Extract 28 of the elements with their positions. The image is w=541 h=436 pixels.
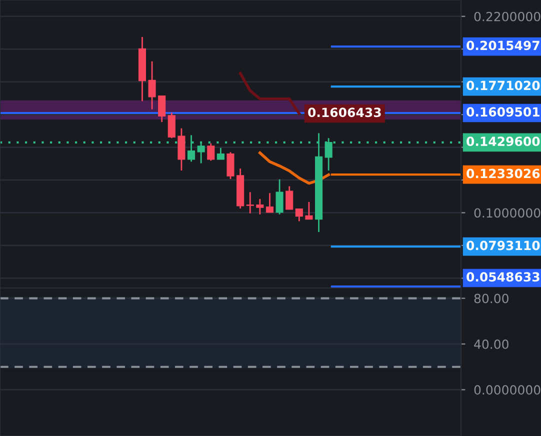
y-tick-label: 0.1000000 — [474, 208, 540, 218]
ref-line-label: 0.2015497 — [466, 40, 540, 50]
candlestick — [286, 186, 294, 210]
y-tick-label: 0.2200000 — [474, 12, 540, 22]
candlestick — [148, 60, 156, 110]
candlestick — [158, 95, 166, 123]
ref-line-label: 0.1771020 — [466, 80, 540, 90]
ref-line-label: 0.0793110 — [466, 240, 540, 250]
candlestick — [226, 151, 234, 180]
candlestick — [256, 198, 264, 216]
candlestick — [266, 192, 274, 214]
ref-line-label: 0.1609501 — [466, 107, 540, 117]
candlestick — [246, 191, 254, 214]
candlestick — [207, 142, 215, 162]
candlestick — [295, 208, 303, 222]
candlestick — [178, 128, 186, 172]
y-tick-label: 40.00 — [474, 339, 508, 349]
y-tick-label: 0.0000000 — [474, 385, 540, 395]
candlestick — [276, 178, 284, 216]
ref-line-label: 0.0548633 — [466, 272, 540, 282]
data-label: 0.1606433 — [308, 108, 381, 118]
ref-line-label: 0.1233026 — [466, 168, 540, 178]
candlestick — [168, 112, 176, 139]
ref-line-label: 0.1429600 — [466, 136, 540, 146]
y-tick-label: 80.00 — [474, 294, 508, 304]
candlestick — [216, 147, 224, 160]
line-series — [238, 72, 301, 115]
candlestick — [305, 201, 313, 220]
